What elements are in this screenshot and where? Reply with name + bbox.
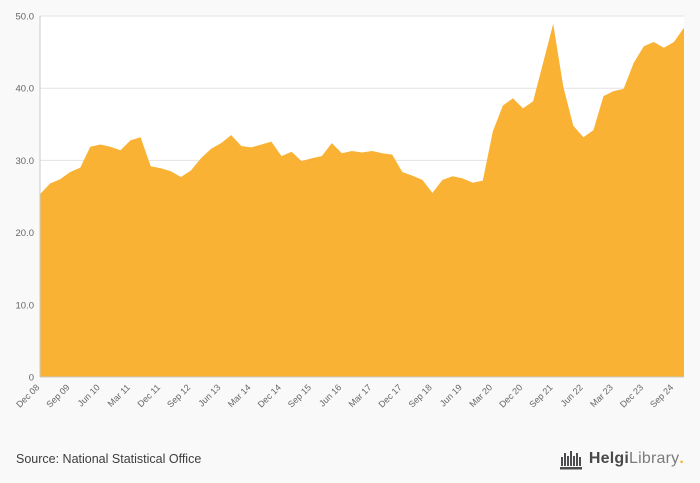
logo-text-library: Library [629, 450, 680, 467]
helgilibrary-logo: HelgiLibrary. [559, 447, 684, 471]
x-tick-label: Dec 20 [497, 382, 524, 409]
logo-text-helgi: Helgi [588, 450, 630, 467]
x-tick-label: Jun 16 [317, 382, 343, 408]
x-tick-label: Dec 23 [618, 382, 645, 409]
y-tick-label: 10.0 [16, 300, 35, 311]
x-tick-label: Mar 14 [226, 382, 253, 409]
x-tick-label: Sep 24 [648, 382, 675, 409]
y-tick-label: 50.0 [16, 12, 35, 23]
x-tick-label: Jun 13 [196, 382, 222, 408]
x-tick-label: Mar 20 [467, 382, 494, 409]
x-tick-label: Dec 17 [376, 382, 403, 409]
chart-footer: Source: National Statistical Office Helg… [0, 435, 700, 483]
helgilibrary-logo-text: HelgiLibrary. [589, 450, 684, 468]
area-chart: 0 10.0 20.0 30.0 40.0 50.0 Dec 08 Sep 09 Jun 10 M… [14, 12, 684, 410]
y-tick-label: 40.0 [16, 84, 35, 95]
helgilibrary-logo-icon [559, 451, 582, 470]
x-tick-label: Jun 10 [76, 382, 102, 408]
x-tick-label: Mar 17 [347, 382, 374, 409]
y-tick-label: 20.0 [16, 228, 35, 239]
source-note: Source: National Statistical Office [16, 452, 202, 466]
x-tick-label: Sep 18 [407, 382, 434, 409]
y-tick-label: 30.0 [16, 156, 35, 167]
x-tick-label: Dec 08 [14, 382, 41, 409]
x-tick-label: Dec 14 [256, 382, 283, 409]
x-tick-label: Jun 19 [438, 382, 464, 408]
x-tick-label: Sep 12 [165, 382, 192, 409]
x-tick-label: Mar 23 [588, 382, 615, 409]
x-tick-label: Mar 11 [106, 382, 132, 408]
y-tick-label: 0 [29, 373, 34, 384]
x-tick-label: Jun 22 [559, 382, 585, 408]
x-tick-label: Dec 11 [135, 382, 162, 409]
x-tick-label: Sep 09 [44, 382, 71, 409]
x-tick-label: Sep 21 [527, 382, 554, 409]
x-tick-label: Sep 15 [286, 382, 313, 409]
logo-text-dot: . [679, 450, 684, 467]
area-series [40, 23, 684, 378]
